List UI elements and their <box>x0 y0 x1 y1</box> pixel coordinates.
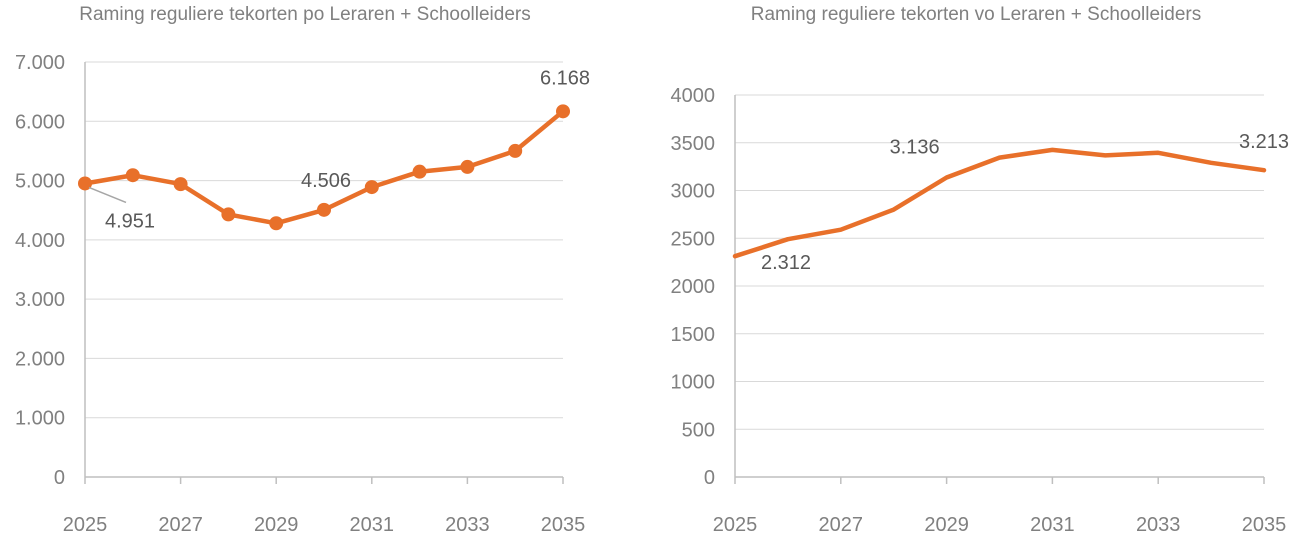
data-label: 6.168 <box>540 67 590 89</box>
y-tick-label: 4000 <box>671 85 716 107</box>
x-tick-label: 2031 <box>350 514 395 536</box>
y-tick-label: 3500 <box>671 133 716 155</box>
data-label: 4.951 <box>105 210 155 232</box>
data-label: 3.136 <box>890 137 940 159</box>
y-tick-label: 2000 <box>671 276 716 298</box>
x-tick-label: 2025 <box>63 514 108 536</box>
x-tick-label: 2033 <box>1136 514 1181 536</box>
x-tick-label: 2027 <box>819 514 864 536</box>
y-tick-label: 2500 <box>671 228 716 250</box>
x-tick-label: 2027 <box>158 514 203 536</box>
y-tick-label: 4.000 <box>15 230 65 252</box>
y-tick-label: 1500 <box>671 324 716 346</box>
data-point-marker <box>508 143 523 158</box>
series-line <box>732 147 1267 259</box>
data-point-marker <box>125 168 140 183</box>
data-point-marker <box>221 207 236 222</box>
data-point-marker <box>412 164 427 179</box>
data-point-marker <box>364 180 379 195</box>
x-tick-label: 2029 <box>254 514 299 536</box>
data-point-marker <box>78 176 92 191</box>
x-tick-label: 2025 <box>713 514 758 536</box>
data-point-marker <box>460 159 475 174</box>
x-tick-label: 2029 <box>924 514 969 536</box>
y-tick-label: 7.000 <box>15 52 65 74</box>
y-tick-label: 1.000 <box>15 408 65 430</box>
leader-line <box>88 186 127 204</box>
y-tick-label: 1000 <box>671 372 716 394</box>
data-label: 4.506 <box>301 170 351 192</box>
x-tick-label: 2035 <box>1242 514 1287 536</box>
y-tick-label: 0 <box>704 467 715 489</box>
y-tick-label: 0 <box>54 467 65 489</box>
y-tick-label: 3.000 <box>15 289 65 311</box>
x-tick-label: 2035 <box>541 514 586 536</box>
y-tick-label: 5.000 <box>15 171 65 193</box>
data-point-marker <box>269 216 284 231</box>
y-tick-label: 500 <box>682 419 715 441</box>
vo-line-chart: 0 500 1000 1500 2000 2500 3000 3500 4000 2025 2027… <box>671 85 1290 536</box>
x-tick-label: 2033 <box>445 514 490 536</box>
po-line-chart: 0 1.000 2.000 3.000 4.000 5.000 6.000 7.000 2025… <box>15 52 590 536</box>
y-tick-label: 6.000 <box>15 111 65 133</box>
y-tick-label: 3000 <box>671 181 716 203</box>
data-label: 2.312 <box>761 252 811 274</box>
data-point-marker <box>173 177 188 192</box>
data-label: 3.213 <box>1239 131 1289 153</box>
data-point-marker <box>556 104 570 119</box>
data-point-marker <box>317 202 331 217</box>
y-tick-label: 2.000 <box>15 348 65 370</box>
po-chart-title: Raming reguliere tekorten po Leraren + S… <box>79 4 531 25</box>
vo-chart-title: Raming reguliere tekorten vo Leraren + S… <box>750 4 1202 25</box>
x-tick-label: 2031 <box>1030 514 1075 536</box>
